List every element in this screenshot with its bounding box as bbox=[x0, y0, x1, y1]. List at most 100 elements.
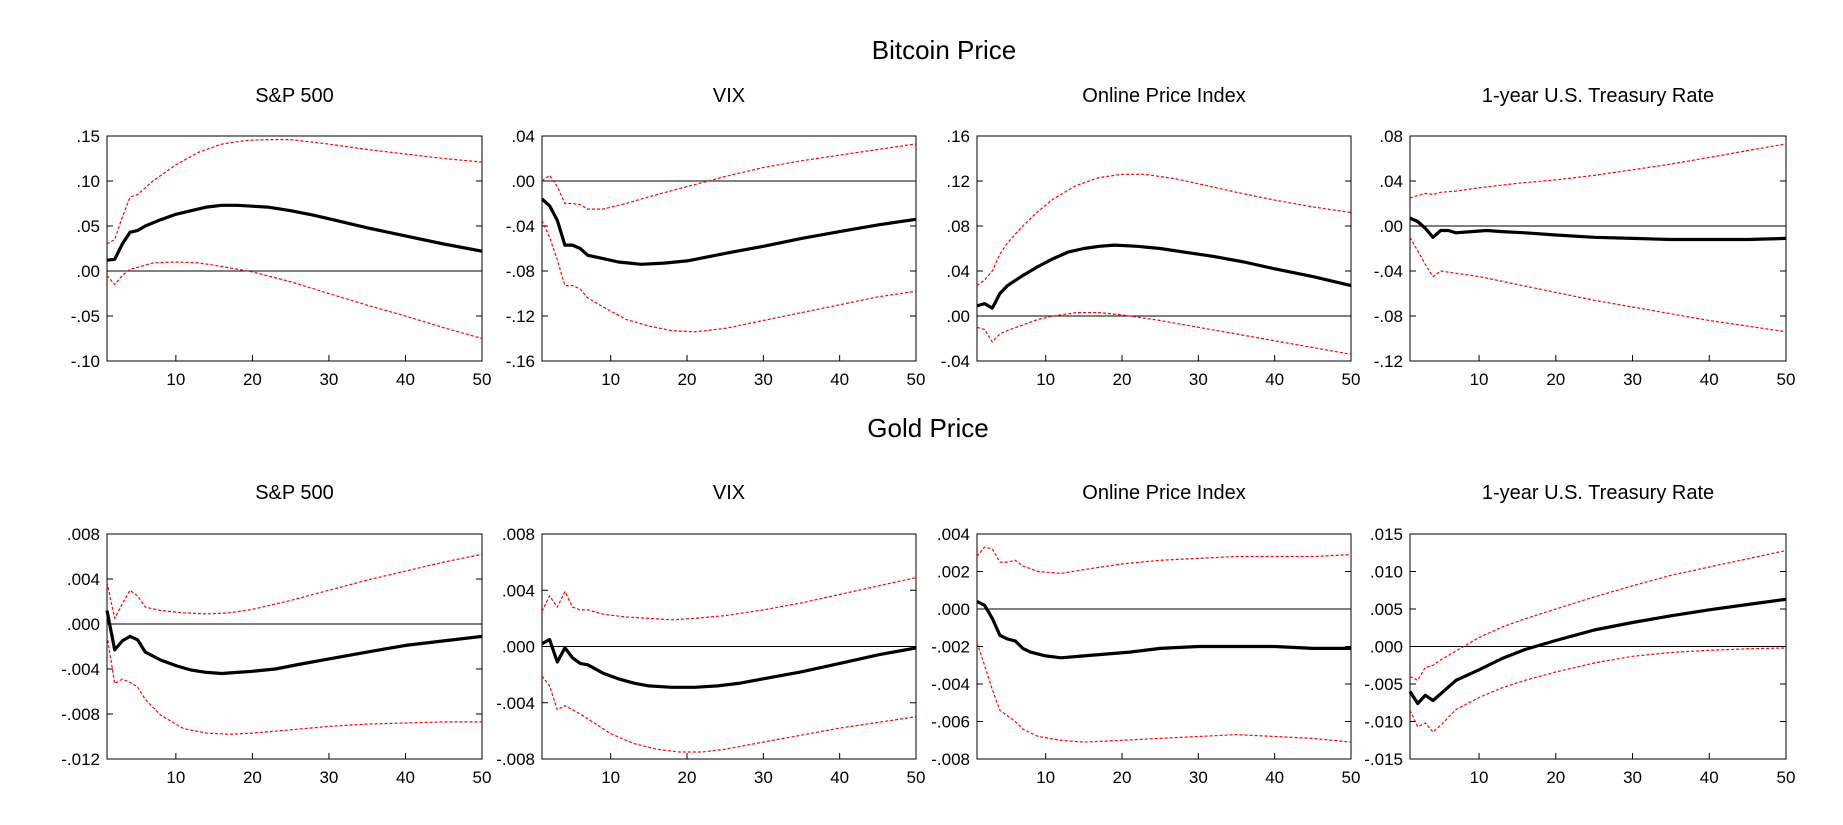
x-tick-label: 10 bbox=[1470, 768, 1489, 787]
y-tick-label: .000 bbox=[502, 638, 535, 657]
irf-line bbox=[106, 203, 483, 262]
panel-title: 1-year U.S. Treasury Rate bbox=[1482, 85, 1714, 107]
y-tick-label: .00 bbox=[76, 262, 100, 281]
x-tick-label: 40 bbox=[1700, 370, 1719, 389]
x-tick-label: 10 bbox=[1036, 768, 1055, 787]
irf-line bbox=[976, 243, 1352, 310]
y-tick-label: .000 bbox=[67, 615, 100, 634]
irf-line bbox=[976, 600, 1351, 660]
x-tick-label: 10 bbox=[601, 768, 620, 787]
x-tick-label: 50 bbox=[907, 768, 926, 787]
irf-line bbox=[541, 637, 917, 689]
y-tick-label: .000 bbox=[937, 600, 970, 619]
y-tick-label: -.002 bbox=[931, 638, 970, 657]
y-tick-label: -.008 bbox=[496, 750, 535, 769]
y-tick-label: -.012 bbox=[61, 750, 100, 769]
x-tick-label: 30 bbox=[319, 370, 338, 389]
x-tick-label: 30 bbox=[1189, 768, 1208, 787]
x-tick-label: 30 bbox=[1623, 768, 1642, 787]
lower-band-line bbox=[541, 675, 917, 753]
lower-band-line bbox=[976, 642, 1352, 743]
y-tick-label: -.05 bbox=[71, 307, 100, 326]
lower-band-line bbox=[106, 261, 483, 340]
panel-2: VIX -.16 -.12 -.08 -.04 .00 .04 10 20 30 40 50 bbox=[506, 85, 926, 389]
y-tick-label: -.08 bbox=[1374, 307, 1403, 326]
lower-band-line bbox=[541, 220, 917, 333]
row-title-gold: Gold Price bbox=[867, 413, 988, 443]
irf-line bbox=[1408, 597, 1787, 706]
y-tick-label: -.008 bbox=[61, 705, 100, 724]
x-tick-label: 40 bbox=[1265, 370, 1284, 389]
y-tick-label: .05 bbox=[76, 217, 100, 236]
plot-frame bbox=[541, 135, 917, 362]
plot-frame bbox=[976, 135, 1352, 362]
x-tick-label: 20 bbox=[678, 370, 697, 389]
y-tick-label: .004 bbox=[937, 525, 970, 544]
y-tick-label: .10 bbox=[76, 172, 100, 191]
y-tick-label: -.10 bbox=[71, 352, 100, 371]
x-tick-label: 30 bbox=[1189, 370, 1208, 389]
x-tick-label: 10 bbox=[601, 370, 620, 389]
panel-8: 1-year U.S. Treasury Rate -.015 -.010 -.005… bbox=[1364, 482, 1795, 787]
y-tick-label: .08 bbox=[946, 217, 970, 236]
y-tick-label: .005 bbox=[1370, 600, 1403, 619]
plot-frame bbox=[106, 135, 483, 362]
upper-band-line bbox=[541, 577, 917, 621]
irf-line bbox=[1409, 216, 1787, 242]
upper-band-line bbox=[976, 546, 1352, 575]
y-tick-label: -.010 bbox=[1364, 713, 1403, 732]
upper-band-line bbox=[976, 173, 1352, 287]
panel-6: VIX -.008 -.004 .000 .004 .008 10 20 30 40 50 bbox=[496, 482, 925, 787]
y-tick-label: .010 bbox=[1370, 563, 1403, 582]
y-tick-label: .04 bbox=[511, 127, 535, 146]
y-tick-label: .004 bbox=[502, 581, 535, 600]
lower-band-line bbox=[1409, 237, 1787, 333]
y-tick-label: .002 bbox=[937, 563, 970, 582]
x-tick-label: 50 bbox=[473, 370, 492, 389]
y-tick-label: -.16 bbox=[506, 352, 535, 371]
x-tick-label: 10 bbox=[166, 370, 185, 389]
panel-title: Online Price Index bbox=[1082, 482, 1245, 504]
y-tick-label: -.005 bbox=[1364, 675, 1403, 694]
lower-band-line bbox=[106, 635, 482, 735]
y-tick-label: .04 bbox=[1379, 172, 1403, 191]
x-tick-label: 20 bbox=[243, 768, 262, 787]
x-tick-label: 40 bbox=[396, 768, 415, 787]
panel-4: 1-year U.S. Treasury Rate -.12 -.08 -.04 .00… bbox=[1374, 85, 1796, 389]
irf-line bbox=[105, 610, 483, 676]
panel-title: VIX bbox=[713, 482, 745, 504]
y-tick-label: .16 bbox=[946, 127, 970, 146]
y-tick-label: .000 bbox=[1370, 638, 1403, 657]
x-tick-label: 40 bbox=[830, 768, 849, 787]
lower-band-line bbox=[1409, 647, 1787, 733]
y-tick-label: .04 bbox=[946, 262, 970, 281]
plot-frame bbox=[1409, 135, 1787, 362]
panel-5: S&P 500 -.012 -.008 -.004 .000 .004 .008 10 20 30… bbox=[61, 482, 491, 787]
x-tick-label: 30 bbox=[754, 370, 773, 389]
y-tick-label: .00 bbox=[946, 307, 970, 326]
y-tick-label: .15 bbox=[76, 127, 100, 146]
x-tick-label: 20 bbox=[1113, 370, 1132, 389]
y-tick-label: .12 bbox=[946, 172, 970, 191]
x-tick-label: 30 bbox=[319, 768, 338, 787]
panel-title: 1-year U.S. Treasury Rate bbox=[1482, 482, 1714, 504]
y-tick-label: .004 bbox=[67, 570, 100, 589]
y-tick-label: .008 bbox=[502, 525, 535, 544]
x-tick-label: 50 bbox=[473, 768, 492, 787]
x-tick-label: 50 bbox=[1342, 768, 1361, 787]
panel-7: Online Price Index -.008 -.006 -.004 -.002 .0… bbox=[931, 482, 1360, 787]
x-tick-label: 40 bbox=[1700, 768, 1719, 787]
panel-title: Online Price Index bbox=[1082, 85, 1245, 107]
y-tick-label: .08 bbox=[1379, 127, 1403, 146]
x-tick-label: 40 bbox=[1265, 768, 1284, 787]
y-tick-label: -.004 bbox=[931, 675, 970, 694]
y-tick-label: -.015 bbox=[1364, 750, 1403, 769]
x-tick-label: 10 bbox=[166, 768, 185, 787]
plot-frame bbox=[106, 533, 483, 760]
y-tick-label: -.12 bbox=[1374, 352, 1403, 371]
panel-3: Online Price Index -.04 .00 .04 .08 .12 .16 10 2… bbox=[941, 85, 1361, 389]
y-tick-label: .008 bbox=[67, 525, 100, 544]
y-tick-label: -.008 bbox=[931, 750, 970, 769]
